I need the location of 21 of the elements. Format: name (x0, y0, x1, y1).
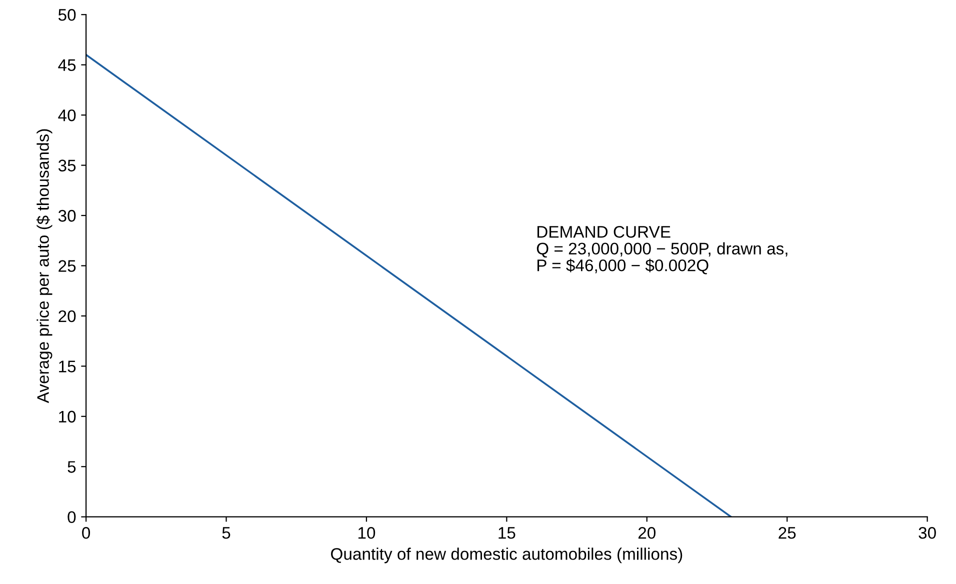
annotation: DEMAND CURVE Q = 23,000,000 − 500P, drawn as, P = $46,000 − $0.002Q (536, 226, 788, 274)
y-tick-label: 30 (58, 210, 76, 222)
y-tick-label: 50 (58, 9, 76, 21)
x-tick-label: 30 (918, 527, 936, 539)
x-tick-label: 20 (638, 527, 656, 539)
x-tick-label: 0 (82, 527, 90, 539)
y-tick-label: 25 (58, 260, 76, 272)
y-axis-title: Average price per auto ($ thousands) (36, 129, 52, 404)
y-tick-label: 20 (58, 310, 76, 322)
y-tick-label: 15 (59, 360, 76, 372)
x-tick-label: 10 (358, 527, 376, 539)
y-tick-label: 0 (68, 511, 76, 524)
y-tick-label: 35 (58, 160, 76, 172)
x-axis-title: Quantity of new domestic automobiles (millions) (331, 548, 682, 564)
y-tick-label: 10 (59, 410, 76, 423)
x-tick-label: 15 (498, 527, 516, 539)
y-tick-label: 45 (58, 59, 76, 72)
y-tick-label: 5 (68, 461, 76, 473)
x-tick-label: 5 (222, 527, 230, 539)
y-tick-label: 40 (58, 109, 76, 122)
x-tick-label: 25 (778, 527, 796, 539)
